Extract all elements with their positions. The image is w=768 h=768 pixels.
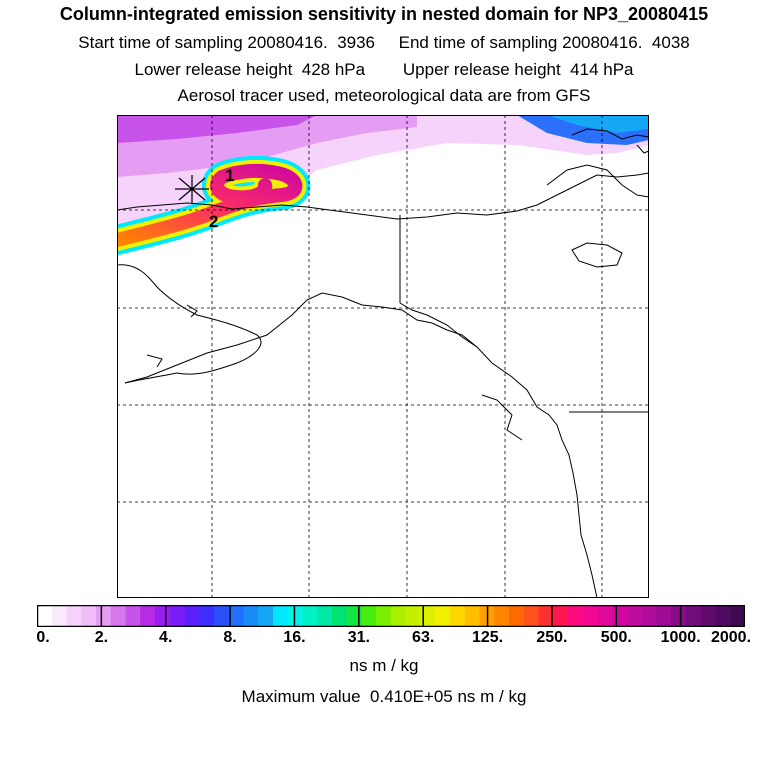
tracer-info-text: Aerosol tracer used, meteorological data… xyxy=(177,86,591,105)
sampling-time-row: Start time of sampling 20080416. 3936 En… xyxy=(0,33,768,53)
western-alaska-coast xyxy=(117,264,262,384)
colorbar-swatch xyxy=(214,605,230,627)
colorbar-tick-label: 8. xyxy=(223,629,237,646)
colorbar-swatch xyxy=(243,605,259,627)
colorbar-swatch xyxy=(686,605,702,627)
colorbar-units: ns m / kg xyxy=(349,656,419,675)
maximum-value-text: Maximum value 0.410E+05 ns m / kg xyxy=(241,687,527,706)
colorbar-swatch xyxy=(582,605,598,627)
lower-release-text: Lower release height 428 hPa xyxy=(134,60,366,79)
colorbar-swatch xyxy=(553,605,569,627)
upper-release-text: Upper release height 414 hPa xyxy=(402,60,634,79)
colorbar-swatch xyxy=(391,605,407,627)
latlon-grid xyxy=(117,115,649,598)
colorbar-swatch xyxy=(450,605,466,627)
colorbar-swatch xyxy=(346,605,362,627)
colorbar-swatch xyxy=(627,605,643,627)
colorbar-swatch xyxy=(612,605,628,627)
colorbar-swatch xyxy=(125,605,141,627)
colorbar-swatch xyxy=(332,605,348,627)
arctic-island-coast xyxy=(546,164,649,198)
colorbar-swatch xyxy=(730,605,745,627)
plume-core-band xyxy=(117,163,303,247)
colorbar-tick-label: 2. xyxy=(94,629,109,646)
colorbar-swatch xyxy=(81,605,97,627)
gulf-and-pacific-coast xyxy=(124,292,598,598)
colorbar-swatch xyxy=(715,605,731,627)
end-sampling-text: End time of sampling 20080416. 4038 xyxy=(398,33,690,52)
release-height-row: Lower release height 428 hPa Upper relea… xyxy=(0,60,768,80)
trajectory-marker-1: 1 xyxy=(225,166,234,185)
island-archipelago-coast xyxy=(481,394,523,441)
colorbar-swatch xyxy=(376,605,392,627)
colorbar-swatch xyxy=(37,605,53,627)
colorbar-swatch xyxy=(435,605,451,627)
colorbar-labels: 0. 2. 4. 8. 16. 31. 63. 125. 250. 500. 1000. 2000. xyxy=(0,629,768,651)
coastlines xyxy=(117,128,649,598)
peninsula-detail-coast xyxy=(146,354,163,368)
start-sampling-text: Start time of sampling 20080416. 3936 xyxy=(78,33,376,52)
bay-inlet-coast xyxy=(186,304,198,318)
high-sensitivity-band xyxy=(117,115,317,143)
colorbar-swatch xyxy=(597,605,613,627)
colorbar-tick-label: 500. xyxy=(600,629,632,646)
colorbar-tick-label: 0. xyxy=(36,629,50,646)
colorbar-swatch xyxy=(96,605,112,627)
colorbar-swatch xyxy=(509,605,525,627)
asterisk-star-icon xyxy=(175,175,209,203)
colorbar-tick-label: 2000. xyxy=(710,629,752,646)
sensitivity-field xyxy=(117,115,649,255)
colorbar-swatch xyxy=(287,605,303,627)
colorbar-swatch xyxy=(51,605,67,627)
colorbar-tick-label: 63. xyxy=(412,629,435,646)
colorbar-swatch xyxy=(110,605,126,627)
colorbar-swatch xyxy=(302,605,318,627)
colorbar-tick-label: 1000. xyxy=(660,629,701,646)
arctic-coastline xyxy=(117,172,649,220)
colorbar-swatch xyxy=(568,605,584,627)
colorbar-swatch xyxy=(641,605,657,627)
colorbar-swatch xyxy=(169,605,185,627)
high-arctic-island-coast xyxy=(571,128,649,140)
colorbar-swatch xyxy=(361,605,377,627)
small-island-coast xyxy=(636,144,649,154)
colorbar-swatch xyxy=(671,605,687,627)
map-border xyxy=(117,115,649,598)
trajectory-marker-2: 2 xyxy=(209,212,218,231)
colorbar-tick-label: 4. xyxy=(159,629,173,646)
colorbar-swatch xyxy=(140,605,156,627)
political-borders xyxy=(399,215,649,413)
colorbar-swatch xyxy=(700,605,716,627)
colorbar-tick-label: 16. xyxy=(283,629,306,646)
colorbar-tick-label: 250. xyxy=(536,629,568,646)
colorbar-swatch xyxy=(273,605,289,627)
colorbar-swatch xyxy=(228,605,244,627)
colorbar-swatch xyxy=(317,605,333,627)
colorbar-swatch xyxy=(199,605,215,627)
colorbar-swatch xyxy=(494,605,510,627)
colorbar xyxy=(37,605,745,627)
colorbar-swatch xyxy=(155,605,171,627)
colorbar-swatch xyxy=(258,605,274,627)
colorbar-swatch xyxy=(420,605,436,627)
cyan-sensitivity-patch xyxy=(547,115,649,133)
hudson-island-coast xyxy=(571,242,623,268)
colorbar-frame xyxy=(37,605,745,627)
sensitivity-map: 1 2 xyxy=(117,115,649,598)
panhandle-border xyxy=(399,302,478,348)
colorbar-swatch xyxy=(464,605,480,627)
colorbar-swatch xyxy=(523,605,539,627)
colorbar-swatch xyxy=(184,605,200,627)
colorbar-swatch xyxy=(405,605,421,627)
plot-title: Column-integrated emission sensitivity i… xyxy=(59,4,709,24)
colorbar-tick-label: 125. xyxy=(471,629,504,646)
colorbar-swatch xyxy=(66,605,82,627)
colorbar-swatch xyxy=(656,605,672,627)
colorbar-tick-label: 31. xyxy=(347,629,370,646)
colorbar-swatch xyxy=(538,605,554,627)
